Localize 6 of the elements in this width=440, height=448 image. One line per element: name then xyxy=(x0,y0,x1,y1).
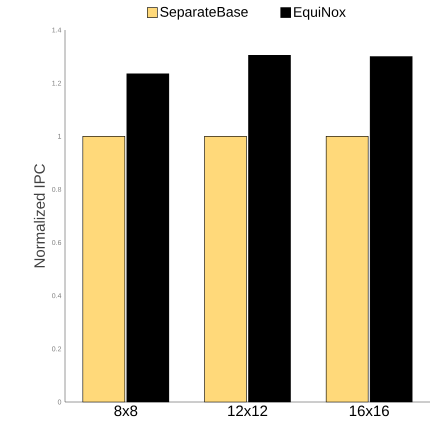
x-tick-label: 8x8 xyxy=(114,406,138,416)
legend-label: SeparateBase xyxy=(160,6,248,20)
x-tick-label: 16x16 xyxy=(350,406,389,416)
x-tick-label: 12x12 xyxy=(228,406,268,416)
legend-label: EquiNox xyxy=(294,6,346,20)
y-axis-title: Normalized IPC xyxy=(34,164,45,268)
